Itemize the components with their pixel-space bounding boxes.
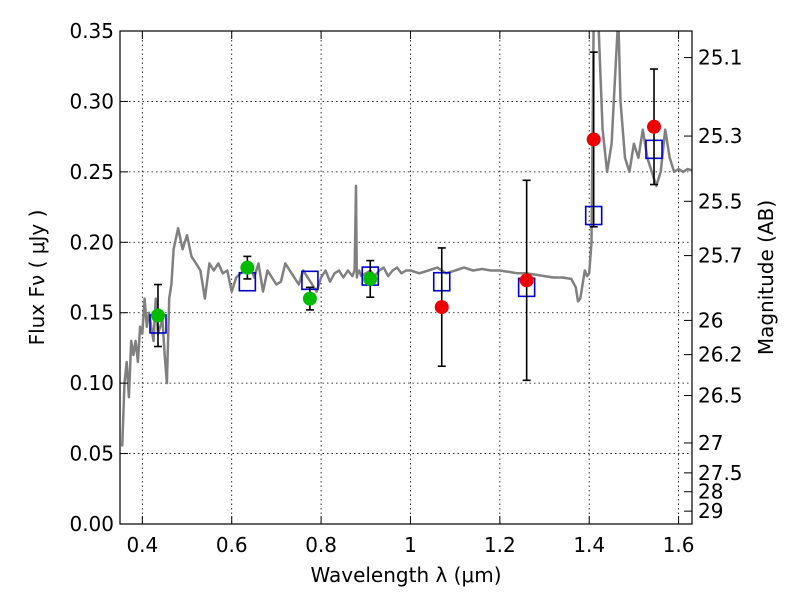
x-tick-label: 1.2 xyxy=(484,533,516,557)
nir-point xyxy=(586,132,601,147)
optical-point xyxy=(150,308,165,323)
axis-ticks: 0.4 0.6 0.8 1 1.2 1.4 1.6 0.00 0.05 0.10 0.15 0.20 0… xyxy=(69,19,742,557)
right-tick-label: 25.7 xyxy=(698,244,743,268)
x-tick-label: 0.6 xyxy=(216,533,248,557)
x-tick-label: 1 xyxy=(404,533,417,557)
y-tick-label: 0.25 xyxy=(69,160,114,184)
nir-point xyxy=(647,119,662,134)
photometry-points xyxy=(149,51,663,382)
y-tick-label: 0.15 xyxy=(69,301,114,325)
right-tick-label: 25.1 xyxy=(698,46,743,70)
right-axis-label: Magnitude (AB) xyxy=(754,200,778,355)
right-tick-label: 27.5 xyxy=(698,461,743,485)
y-tick-label: 0.05 xyxy=(69,442,114,466)
plot-frame xyxy=(119,30,693,525)
right-tick-label: 28 xyxy=(698,480,723,504)
grid xyxy=(120,31,692,524)
y-tick-label: 0.30 xyxy=(69,89,114,113)
y-tick-label: 0.00 xyxy=(69,512,114,536)
right-tick-label: 27 xyxy=(698,431,723,455)
right-tick-label: 26.5 xyxy=(698,384,743,408)
nir-point xyxy=(519,273,534,288)
template-spectrum xyxy=(120,31,692,447)
nir-point xyxy=(434,300,449,315)
y-tick-label: 0.20 xyxy=(69,230,114,254)
x-tick-label: 0.8 xyxy=(305,533,337,557)
optical-point xyxy=(240,260,255,275)
optical-point xyxy=(302,291,317,306)
x-tick-label: 0.4 xyxy=(126,533,158,557)
right-tick-label: 29 xyxy=(698,499,723,523)
right-tick-label: 25.5 xyxy=(698,189,743,213)
x-tick-label: 1.4 xyxy=(573,533,605,557)
y-tick-label: 0.35 xyxy=(69,19,114,43)
optical-point xyxy=(363,271,378,286)
right-tick-label: 25.3 xyxy=(698,124,743,148)
right-tick-label: 26.2 xyxy=(698,343,743,367)
y-tick-label: 0.10 xyxy=(69,371,114,395)
x-axis-label: Wavelength λ (μm) xyxy=(310,563,501,587)
template-spectrum-line xyxy=(120,31,692,447)
x-tick-label: 1.6 xyxy=(663,533,695,557)
y-axis-label: Flux Fν ( μJy ) xyxy=(25,210,49,346)
right-tick-label: 26 xyxy=(698,308,723,332)
